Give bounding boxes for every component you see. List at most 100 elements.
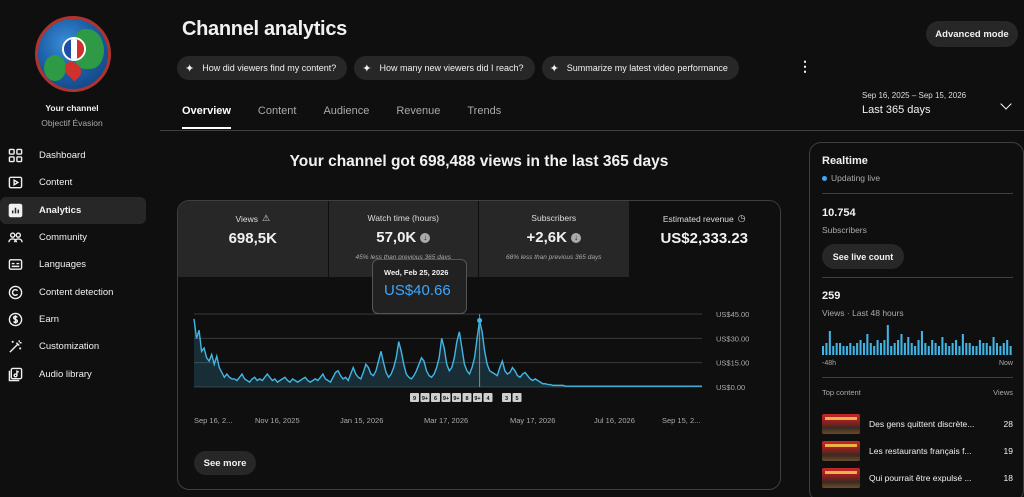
sidebar-item-label: Content — [39, 177, 73, 189]
live-dot-icon — [822, 175, 827, 181]
metric-estimated-revenue[interactable]: Estimated revenue ◷ US$2,333.23 — [629, 201, 780, 277]
video-views: 18 — [1003, 473, 1013, 483]
sidebar-item-label: Languages — [39, 259, 87, 271]
realtime-bar — [862, 343, 865, 355]
sidebar-item-content[interactable]: Content — [0, 169, 146, 196]
x-tick-label: Nov 16, 2025 — [255, 416, 300, 425]
date-range-selector[interactable]: Sep 16, 2025 – Sep 15, 2026 Last 365 day… — [862, 91, 966, 116]
realtime-bar — [920, 331, 923, 355]
top-content-row[interactable]: Des gens quittent discrète... 28 — [822, 414, 1013, 434]
metric-value: +2,6K — [526, 229, 567, 246]
dashboard-icon — [7, 148, 23, 164]
realtime-bar — [1002, 343, 1005, 355]
tab-divider — [160, 130, 1024, 131]
metric-value: 57,0K — [376, 229, 417, 246]
top-content-row[interactable]: Qui pourrait être expulsé ... 18 — [822, 468, 1013, 488]
realtime-bar — [900, 334, 903, 355]
realtime-views-label: Views · Last 48 hours — [822, 308, 904, 318]
realtime-bar — [927, 346, 930, 355]
advanced-mode-button[interactable]: Advanced mode — [926, 21, 1018, 47]
date-range-label: Last 365 days — [862, 104, 931, 116]
sidebar-item-label: Content detection — [39, 286, 114, 298]
arrow-down-icon: ↓ — [420, 232, 431, 243]
realtime-bar — [917, 340, 920, 355]
x-tick-label: Sep 15, 2... — [662, 416, 700, 425]
realtime-views: 259 — [822, 290, 841, 302]
realtime-bar — [965, 343, 968, 355]
video-marker — [452, 393, 461, 402]
realtime-bar — [852, 346, 855, 355]
tab-content[interactable]: Content — [257, 105, 297, 117]
video-marker — [473, 393, 482, 402]
community-icon — [7, 230, 23, 246]
metric-label: Estimated revenue — [662, 213, 734, 224]
video-marker — [462, 393, 472, 402]
tab-trends[interactable]: Trends — [467, 105, 502, 117]
sidebar-item-analytics[interactable]: Analytics — [0, 196, 146, 224]
video-thumbnail — [822, 414, 860, 434]
realtime-bar — [982, 343, 985, 355]
metric-value: US$2,333.23 — [660, 230, 749, 247]
copyright-icon — [7, 284, 23, 300]
sidebar-item-customization[interactable]: Customization — [0, 333, 146, 360]
realtime-bar — [873, 346, 876, 355]
realtime-bar — [832, 346, 835, 355]
channel-avatar[interactable] — [35, 16, 111, 92]
y-tick-label: US$30.00 — [716, 334, 749, 343]
realtime-bar — [972, 346, 975, 355]
more-options-icon[interactable]: ⋮ — [798, 58, 812, 74]
realtime-bar — [822, 346, 825, 355]
sidebar-item-content-detection[interactable]: Content detection — [0, 278, 146, 305]
chip-viewers-find-content[interactable]: ✦ How did viewers find my content? — [177, 56, 348, 80]
sidebar-item-audio-library[interactable]: Audio library — [0, 360, 146, 387]
realtime-bar — [989, 346, 992, 355]
analytics-tabs: Overview Content Audience Revenue Trends — [182, 105, 501, 129]
sidebar-item-dashboard[interactable]: Dashboard — [0, 142, 146, 169]
chip-new-viewers[interactable]: ✦ How many new viewers did I reach? — [354, 56, 535, 80]
tooltip-date: Wed, Feb 25, 2026 — [384, 268, 449, 277]
realtime-bar — [907, 337, 910, 355]
tab-audience[interactable]: Audience — [323, 105, 370, 117]
metric-value: 698,5K — [228, 230, 277, 247]
languages-icon — [7, 257, 23, 273]
sidebar-item-label: Community — [39, 232, 88, 244]
realtime-subscribers-label: Subscribers — [822, 225, 867, 235]
video-marker — [441, 393, 451, 402]
metric-views[interactable]: Views ⚠ 698,5K — [178, 201, 329, 277]
video-marker-label: 9 — [413, 396, 416, 402]
sparkle-icon: ✦ — [362, 62, 372, 75]
chip-label: How many new viewers did I reach? — [379, 63, 524, 73]
sidebar-item-label: Dashboard — [39, 150, 86, 162]
video-title: Qui pourrait être expulsé ... — [869, 473, 972, 483]
channel-label: Your channel — [45, 103, 99, 113]
arrow-down-icon: ↓ — [570, 232, 581, 243]
video-marker — [483, 393, 493, 402]
realtime-bar — [879, 343, 883, 355]
realtime-bar — [893, 343, 896, 355]
analytics-icon — [7, 202, 23, 218]
top-content-row[interactable]: Les restaurants français f... 19 — [822, 441, 1013, 461]
see-live-count-button[interactable]: See live count — [822, 244, 904, 269]
chip-summarize-video[interactable]: ✦ Summarize my latest video performance — [541, 56, 739, 80]
dollar-icon — [7, 311, 23, 327]
revenue-chart[interactable]: US$45.00 US$30.00 US$15.00 US$0.00 9 9+ 6 9+ 9+ 8… — [192, 305, 752, 430]
y-tick-label: US$0.00 — [716, 383, 745, 392]
warning-icon: ⚠ — [261, 213, 271, 223]
y-tick-label: US$45.00 — [716, 310, 749, 319]
sidebar-item-community[interactable]: Community — [0, 224, 146, 251]
sidebar-item-earn[interactable]: Earn — [0, 306, 146, 333]
realtime-bar — [886, 325, 889, 355]
realtime-bar — [1009, 346, 1012, 355]
metric-subscribers[interactable]: Subscribers +2,6K ↓ 68% less than previou… — [479, 201, 630, 277]
see-more-button[interactable]: See more — [194, 451, 256, 475]
chevron-down-icon[interactable] — [1000, 98, 1012, 110]
realtime-bar — [955, 340, 958, 355]
sidebar-item-languages[interactable]: Languages — [0, 251, 146, 278]
clock-icon: ◷ — [737, 213, 746, 223]
x-tick-label: Mar 17, 2026 — [424, 416, 468, 425]
sparkle-icon: ✦ — [549, 62, 559, 75]
tab-revenue[interactable]: Revenue — [396, 105, 441, 117]
x-tick-label: Sep 16, 2... — [194, 416, 232, 425]
tab-overview[interactable]: Overview — [182, 105, 231, 129]
video-marker-label: 9+ — [453, 396, 459, 402]
